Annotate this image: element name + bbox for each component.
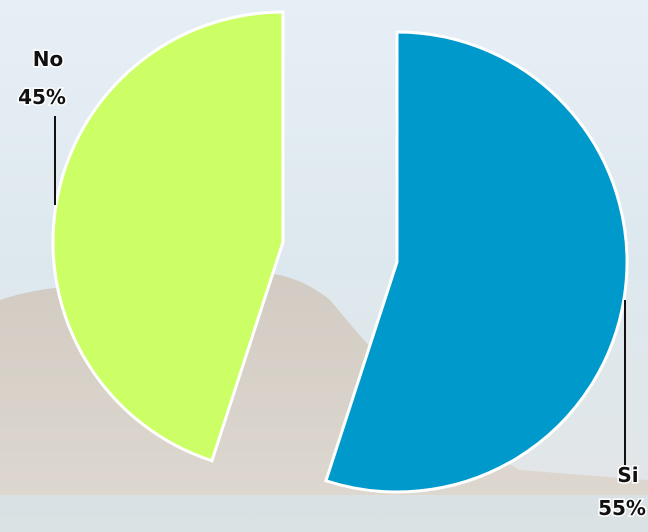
pie-slice: [324, 30, 629, 494]
background-sea: [0, 495, 648, 532]
category-label: Si: [617, 463, 638, 487]
value-label: 55%: [598, 496, 646, 520]
category-label: No: [33, 47, 63, 71]
value-label: 45%: [18, 85, 66, 109]
pie-slice: [51, 10, 285, 463]
